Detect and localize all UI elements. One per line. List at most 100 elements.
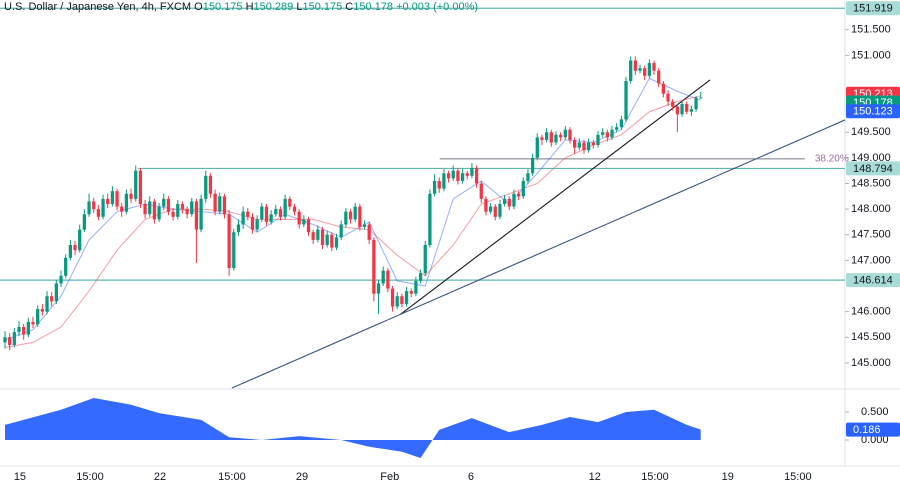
x-tick-label: 29 (296, 471, 308, 483)
candle-body (437, 180, 441, 189)
candle-body (353, 206, 357, 220)
x-tick-label: 15 (14, 471, 26, 483)
candle-body (3, 337, 7, 343)
candle-body (31, 321, 35, 325)
candle-body (535, 137, 539, 158)
x-tick-label: 12 (589, 471, 601, 483)
y2-tick-label: 0.500 (861, 406, 889, 418)
candle-body (367, 224, 371, 240)
candle-body (666, 93, 670, 102)
candle-body (652, 63, 656, 71)
candle-body (544, 132, 549, 140)
candle-body (470, 168, 474, 176)
candle-body (685, 104, 689, 112)
candle-body (101, 198, 105, 217)
candle-body (36, 309, 40, 325)
candle-body (330, 234, 334, 248)
x-tick-label: 19 (722, 471, 734, 483)
candle-body (241, 211, 245, 225)
candle-body (283, 198, 287, 217)
price-badge (846, 161, 900, 176)
candle-body (292, 206, 297, 212)
candle-body (339, 224, 343, 238)
y-tick-label: 145.000 (851, 357, 891, 369)
candle-body (87, 201, 91, 215)
candle-body (671, 101, 675, 107)
candle-body (409, 291, 413, 294)
ohlc-items: O150.175 H150.289 L150.175 C150.178 (194, 1, 396, 13)
candle-body (110, 191, 115, 204)
price-badge (846, 1, 900, 16)
price-badge-label: 146.614 (853, 275, 893, 287)
candle-body (465, 173, 469, 176)
y-tick-label: 149.500 (851, 126, 891, 138)
change: +0.003 (+0.00%) (396, 1, 479, 13)
candle-body (680, 104, 684, 115)
candle-body (199, 198, 203, 230)
price-badge-label: 151.919 (853, 3, 893, 15)
candle-body (22, 327, 26, 335)
candle-body (59, 275, 63, 284)
ohlc-value: 150.178 (353, 1, 394, 13)
candle-body (629, 60, 633, 81)
candle-body (213, 193, 217, 212)
candle-body (134, 170, 138, 199)
candle-body (269, 214, 273, 222)
candle-body (26, 321, 30, 335)
candle-body (306, 219, 311, 233)
candle-body (236, 224, 241, 233)
candle-body (152, 201, 157, 220)
candle-body (316, 229, 320, 240)
candle-body (129, 193, 133, 199)
candle-body (325, 234, 329, 245)
candle-body (460, 173, 465, 181)
candle-body (264, 206, 269, 222)
candle-body (176, 203, 180, 217)
candle-body (507, 198, 511, 207)
candle-body (162, 198, 166, 207)
y-tick-label: 147.000 (851, 254, 891, 266)
candle-body (516, 193, 521, 197)
y2-tick-label: 0.000 (861, 434, 889, 446)
candle-body (540, 137, 544, 140)
candle-body (610, 129, 614, 138)
price-badge (846, 104, 900, 119)
ohlc-value: 150.175 (302, 1, 343, 13)
candle-body (675, 106, 680, 115)
candle-body (54, 283, 58, 302)
candle-body (512, 193, 516, 207)
x-tick-label: 15:00 (784, 471, 812, 483)
x-tick-label: 22 (154, 471, 166, 483)
ohlc-value: 150.175 (202, 1, 243, 13)
candle-body (208, 175, 213, 194)
candle-body (376, 283, 381, 294)
candle-body (12, 332, 16, 345)
candle-body (143, 203, 147, 215)
candle-body (78, 229, 82, 251)
candle-body (185, 209, 189, 215)
candle-body (8, 337, 12, 345)
candle-body (50, 296, 54, 302)
candle-body (106, 198, 110, 204)
x-tick-label: 6 (468, 471, 474, 483)
candle-body (573, 139, 577, 148)
candle-body (498, 203, 502, 217)
candle-body (124, 193, 129, 212)
candle-body (180, 203, 185, 210)
candle-body (386, 270, 390, 289)
candle-body (615, 127, 619, 130)
candle-body (92, 201, 96, 210)
legend-header: U.S. Dollar / Japanese Yen, 4h, FXCM O15… (4, 1, 478, 13)
candle-body (311, 232, 315, 240)
candle-body (442, 173, 446, 189)
candle-body (699, 97, 703, 99)
price-badge-label: 150.123 (853, 106, 893, 118)
candle-body (68, 244, 73, 258)
ohlc-value: 150.289 (253, 1, 294, 13)
candle-body (334, 237, 339, 248)
x-tick-label: Feb (380, 471, 399, 483)
candle-body (260, 206, 264, 220)
candle-body (689, 109, 694, 112)
